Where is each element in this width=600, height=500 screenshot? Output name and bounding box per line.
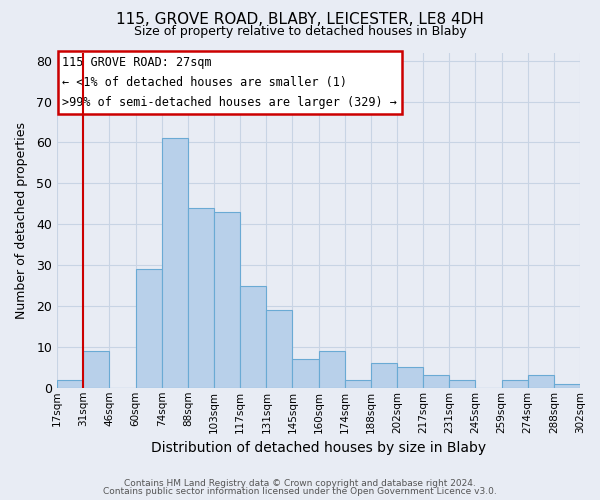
Bar bbox=[214, 212, 240, 388]
Text: 115, GROVE ROAD, BLABY, LEICESTER, LE8 4DH: 115, GROVE ROAD, BLABY, LEICESTER, LE8 4… bbox=[116, 12, 484, 28]
Text: 115 GROVE ROAD: 27sqm
← <1% of detached houses are smaller (1)
>99% of semi-deta: 115 GROVE ROAD: 27sqm ← <1% of detached … bbox=[62, 56, 397, 109]
Bar bbox=[240, 286, 266, 388]
Bar bbox=[83, 351, 109, 388]
Bar bbox=[528, 376, 554, 388]
Bar bbox=[57, 380, 83, 388]
Bar bbox=[266, 310, 292, 388]
Bar bbox=[345, 380, 371, 388]
Bar bbox=[162, 138, 188, 388]
X-axis label: Distribution of detached houses by size in Blaby: Distribution of detached houses by size … bbox=[151, 441, 486, 455]
Bar bbox=[188, 208, 214, 388]
Bar bbox=[397, 368, 423, 388]
Y-axis label: Number of detached properties: Number of detached properties bbox=[15, 122, 28, 318]
Text: Contains HM Land Registry data © Crown copyright and database right 2024.: Contains HM Land Registry data © Crown c… bbox=[124, 478, 476, 488]
Bar bbox=[423, 376, 449, 388]
Bar bbox=[319, 351, 345, 388]
Text: Contains public sector information licensed under the Open Government Licence v3: Contains public sector information licen… bbox=[103, 487, 497, 496]
Bar bbox=[292, 359, 319, 388]
Text: Size of property relative to detached houses in Blaby: Size of property relative to detached ho… bbox=[134, 25, 466, 38]
Bar bbox=[371, 363, 397, 388]
Bar bbox=[136, 269, 162, 388]
Bar bbox=[554, 384, 580, 388]
Bar bbox=[449, 380, 475, 388]
Bar bbox=[502, 380, 528, 388]
